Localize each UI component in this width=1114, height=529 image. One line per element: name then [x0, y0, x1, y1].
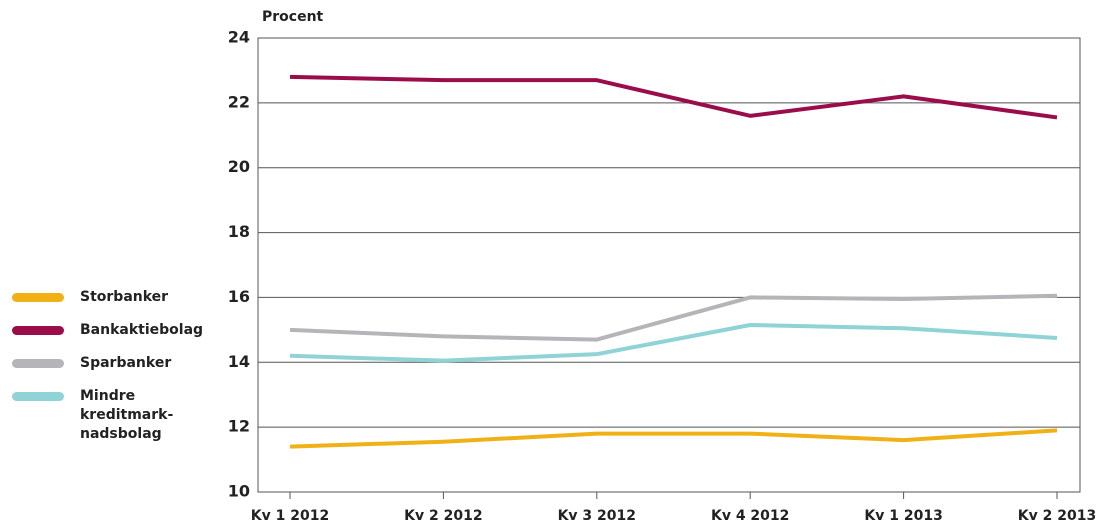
legend-item: Bankaktiebolag — [12, 321, 203, 340]
x-tick-label: Kv 2 2012 — [404, 508, 482, 524]
legend: Storbanker Bankaktiebolag Sparbanker Mindre… — [12, 288, 212, 458]
x-tick-label: Kv 3 2012 — [558, 508, 636, 524]
y-tick-label: 14 — [228, 352, 250, 371]
series-line — [289, 293, 1058, 342]
series-line — [289, 428, 1058, 449]
legend-item: Storbanker — [12, 288, 180, 307]
series-line — [289, 74, 1058, 120]
legend-swatch — [12, 293, 64, 302]
x-tick-label: Kv 4 2012 — [711, 508, 789, 524]
legend-item: Sparbanker — [12, 354, 180, 373]
y-tick-label: 12 — [228, 417, 250, 436]
legend-swatch — [12, 326, 64, 335]
plot-frame — [257, 37, 1081, 493]
y-tick-label: 24 — [228, 28, 250, 47]
legend-label: Storbanker — [80, 289, 169, 305]
y-tick-label: 10 — [228, 482, 250, 501]
legend-label: Sparbanker — [80, 355, 172, 371]
legend-item: Mindre kreditmark-nadsbolag — [12, 387, 180, 444]
y-tick-label: 20 — [228, 157, 250, 176]
x-tick-label: Kv 1 2013 — [864, 508, 942, 524]
legend-label: Bankaktiebolag — [80, 322, 204, 338]
y-tick-label: 16 — [228, 287, 250, 306]
y-tick-label: 22 — [228, 92, 250, 111]
x-tick-label: Kv 2 2013 — [1018, 508, 1096, 524]
y-axis-label: Procent — [262, 9, 324, 25]
series-line — [289, 322, 1058, 363]
legend-swatch — [12, 359, 64, 368]
legend-label: Mindre kreditmark-nadsbolag — [80, 388, 174, 442]
y-tick-label: 18 — [228, 222, 250, 241]
x-tick-label: Kv 1 2012 — [251, 508, 329, 524]
legend-swatch — [12, 392, 64, 401]
